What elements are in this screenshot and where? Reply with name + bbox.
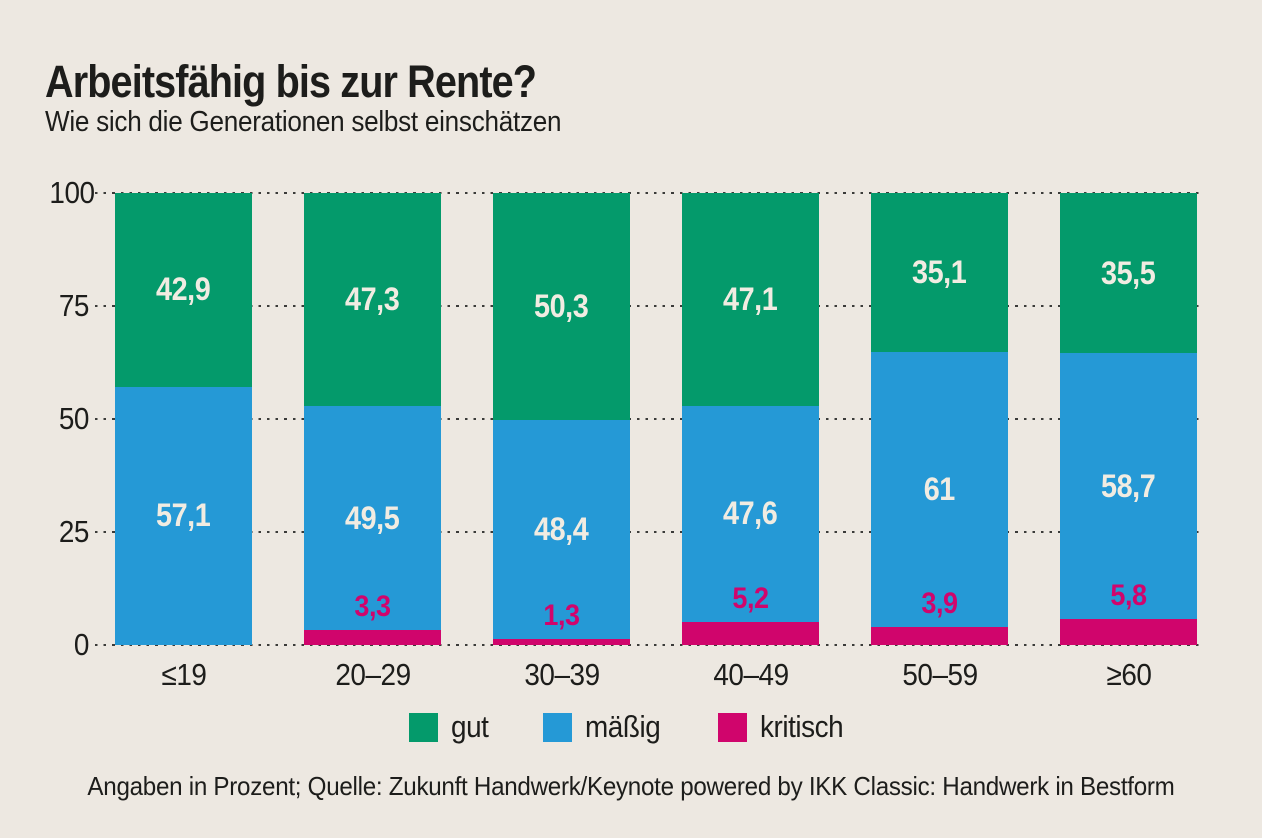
legend-item-kritisch: kritisch [718,709,852,745]
legend-swatch-icon [718,712,748,742]
bar-segment-maessig: 61 [871,351,1008,628]
bar-value-label: 57,1 [156,497,211,534]
y-tick-label: 100 [49,175,95,210]
bar-40–49: 47,6 47,1 5,2 [682,193,819,645]
legend: gut mäßig kritisch [0,709,1262,745]
bar-segment-kritisch [682,621,819,645]
legend-label: gut [451,709,489,744]
source-note: Angaben in Prozent; Quelle: Zukunft Hand… [87,771,1175,801]
bar-value-label: 35,5 [1101,254,1156,291]
bar-segment-kritisch [304,630,441,645]
chart-subtitle: Wie sich die Generationen selbst einschä… [45,106,562,138]
gridline-0 [95,643,1200,647]
legend-label: mäßig [584,709,661,744]
bar-segment-maessig: 47,6 [682,406,819,622]
legend-swatch-icon [409,712,439,742]
bar-value-label: 58,7 [1101,467,1156,504]
bar-segment-kritisch [1060,618,1197,645]
bar-30–39: 48,4 50,3 1,3 [493,193,630,645]
gridline-50 [95,417,1200,421]
bar-value-label: 47,3 [345,281,400,318]
bar-≤19: 57,1 42,9 [115,193,252,645]
x-tick-label: 20–29 [334,657,411,692]
bar-segment-gut: 35,5 [1060,193,1197,354]
bar-50–59: 61 35,1 3,9 [871,193,1008,645]
y-tick-label: 25 [58,514,90,549]
bar-value-label: 49,5 [345,499,400,536]
gridline-75 [95,304,1200,308]
x-tick-label: ≤19 [161,657,206,692]
gridline-100 [95,191,1200,195]
bar-value-label: 61 [923,471,956,508]
bar-≥60: 58,7 35,5 5,8 [1060,193,1197,645]
x-tick-label: ≥60 [1106,657,1151,692]
y-tick-label: 75 [58,288,90,323]
bar-value-label: 42,9 [156,271,211,308]
y-tick-label: 0 [73,627,90,662]
bar-segment-maessig: 57,1 [115,386,252,645]
stacked-bar-chart: 0 25 50 75 100 57,1 42,9 ≤19 49,5 47,3 3,3 20–29 48,… [45,177,1200,692]
bar-segment-maessig: 48,4 [493,420,630,640]
chart-title: Arbeitsfähig bis zur Rente? [45,56,537,108]
kritisch-value-label: 5,8 [1110,578,1147,612]
x-tick-label: 50–59 [901,657,978,692]
bar-segment-gut: 35,1 [871,193,1008,352]
bar-segment-gut: 47,1 [682,193,819,407]
bar-value-label: 35,1 [912,253,967,290]
kritisch-value-label: 3,3 [354,590,391,624]
legend-swatch-icon [542,712,572,742]
bar-segment-gut: 50,3 [493,193,630,421]
legend-item-gut: gut [409,709,493,745]
bar-segment-kritisch [493,639,630,645]
x-tick-label: 30–39 [523,657,600,692]
legend-item-mäßig: mäßig [542,709,669,745]
bar-segment-kritisch [871,627,1008,645]
bar-segment-maessig: 49,5 [304,406,441,631]
y-tick-label: 50 [58,401,90,436]
bar-value-label: 47,1 [723,281,778,318]
bar-segment-gut: 47,3 [304,193,441,407]
bar-value-label: 48,4 [534,511,589,548]
gridline-25 [95,530,1200,534]
bar-value-label: 50,3 [534,288,589,325]
legend-label: kritisch [760,709,844,744]
bar-segment-gut: 42,9 [115,193,252,387]
bar-value-label: 47,6 [723,495,778,532]
kritisch-value-label: 5,2 [732,581,769,615]
x-tick-label: 40–49 [712,657,789,692]
kritisch-value-label: 1,3 [543,599,580,633]
kritisch-value-label: 3,9 [921,587,958,621]
bar-20–29: 49,5 47,3 3,3 [304,193,441,645]
bar-segment-maessig: 58,7 [1060,353,1197,619]
